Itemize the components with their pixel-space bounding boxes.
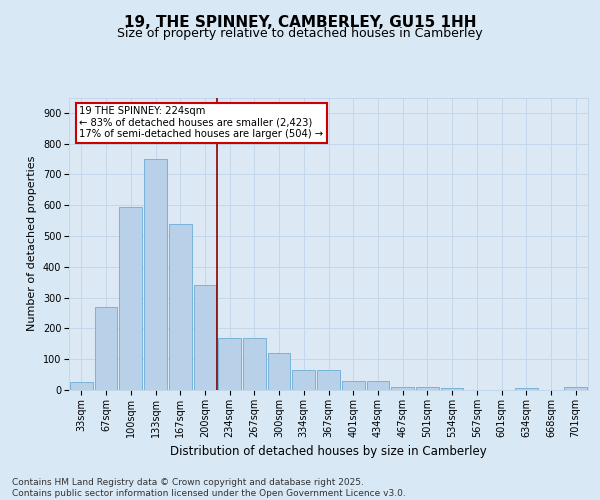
Bar <box>391 387 414 390</box>
Bar <box>317 370 340 390</box>
Y-axis label: Number of detached properties: Number of detached properties <box>28 156 37 332</box>
Bar <box>144 159 167 390</box>
Bar <box>95 307 118 390</box>
Bar <box>441 388 463 390</box>
Bar <box>515 388 538 390</box>
Bar <box>367 381 389 390</box>
Bar <box>243 338 266 390</box>
Bar <box>194 286 216 390</box>
Text: Contains HM Land Registry data © Crown copyright and database right 2025.
Contai: Contains HM Land Registry data © Crown c… <box>12 478 406 498</box>
Bar <box>70 382 93 390</box>
Text: 19, THE SPINNEY, CAMBERLEY, GU15 1HH: 19, THE SPINNEY, CAMBERLEY, GU15 1HH <box>124 15 476 30</box>
Bar <box>416 387 439 390</box>
Bar <box>564 387 587 390</box>
X-axis label: Distribution of detached houses by size in Camberley: Distribution of detached houses by size … <box>170 446 487 458</box>
Text: Size of property relative to detached houses in Camberley: Size of property relative to detached ho… <box>117 28 483 40</box>
Bar <box>342 381 365 390</box>
Bar <box>119 207 142 390</box>
Bar <box>169 224 191 390</box>
Bar <box>268 353 290 390</box>
Bar <box>292 370 315 390</box>
Bar <box>218 338 241 390</box>
Text: 19 THE SPINNEY: 224sqm
← 83% of detached houses are smaller (2,423)
17% of semi-: 19 THE SPINNEY: 224sqm ← 83% of detached… <box>79 106 323 140</box>
